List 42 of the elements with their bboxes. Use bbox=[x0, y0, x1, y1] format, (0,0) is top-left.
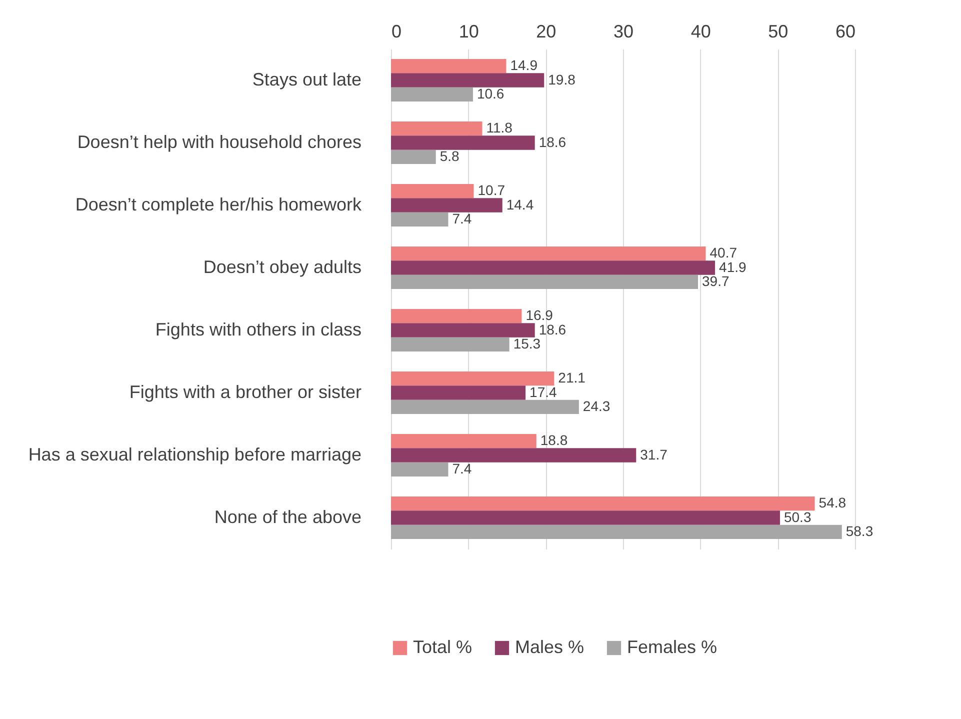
data-label: 18.6 bbox=[538, 321, 566, 338]
data-label: 54.8 bbox=[818, 494, 846, 511]
x-tick-label: 50 bbox=[768, 22, 788, 42]
data-label: 11.8 bbox=[486, 120, 513, 136]
data-label: 31.7 bbox=[640, 446, 668, 462]
data-label: 16.9 bbox=[526, 307, 554, 324]
data-label: 18.6 bbox=[538, 134, 566, 150]
data-label: 10.7 bbox=[478, 182, 506, 198]
data-label: 39.7 bbox=[702, 272, 730, 289]
x-tick-label: 60 bbox=[835, 22, 856, 42]
legend-label: Total % bbox=[413, 637, 472, 657]
y-tick-label: Doesn’t help with household chores bbox=[77, 132, 362, 152]
data-label: 19.8 bbox=[548, 71, 576, 88]
x-tick-label: 10 bbox=[458, 22, 479, 42]
data-label: 17.4 bbox=[530, 384, 558, 400]
data-label: 10.6 bbox=[476, 85, 504, 102]
x-tick-label: 0 bbox=[392, 22, 402, 42]
y-tick-label: Has a sexual relationship before marriage bbox=[28, 444, 362, 464]
data-label: 41.9 bbox=[719, 258, 746, 275]
data-label: 50.3 bbox=[784, 508, 812, 525]
data-label: 7.4 bbox=[452, 460, 472, 476]
data-label: 7.4 bbox=[452, 210, 472, 226]
y-tick-label: Fights with a brother or sister bbox=[129, 382, 362, 402]
data-label: 15.3 bbox=[513, 335, 541, 352]
data-label: 18.8 bbox=[540, 432, 568, 448]
x-tick-label: 30 bbox=[613, 22, 634, 42]
data-label: 5.8 bbox=[440, 148, 460, 164]
y-tick-label: Doesn’t obey adults bbox=[203, 256, 362, 277]
data-label: 14.4 bbox=[506, 196, 534, 212]
legend-label: Females % bbox=[627, 637, 718, 657]
x-tick-label: 40 bbox=[690, 22, 711, 42]
x-tick-label: 20 bbox=[536, 22, 556, 42]
legend-label: Males % bbox=[515, 637, 584, 657]
data-label: 21.1 bbox=[558, 370, 586, 386]
y-tick-label: Stays out late bbox=[252, 69, 362, 90]
y-tick-label: Fights with others in class bbox=[155, 319, 362, 340]
data-label: 24.3 bbox=[582, 398, 610, 414]
data-label: 14.9 bbox=[510, 57, 538, 74]
data-label: 40.7 bbox=[710, 244, 738, 261]
y-tick-label: Doesn’t complete her/his homework bbox=[75, 194, 362, 214]
data-label: 58.3 bbox=[846, 522, 874, 539]
y-tick-label: None of the above bbox=[214, 506, 362, 527]
